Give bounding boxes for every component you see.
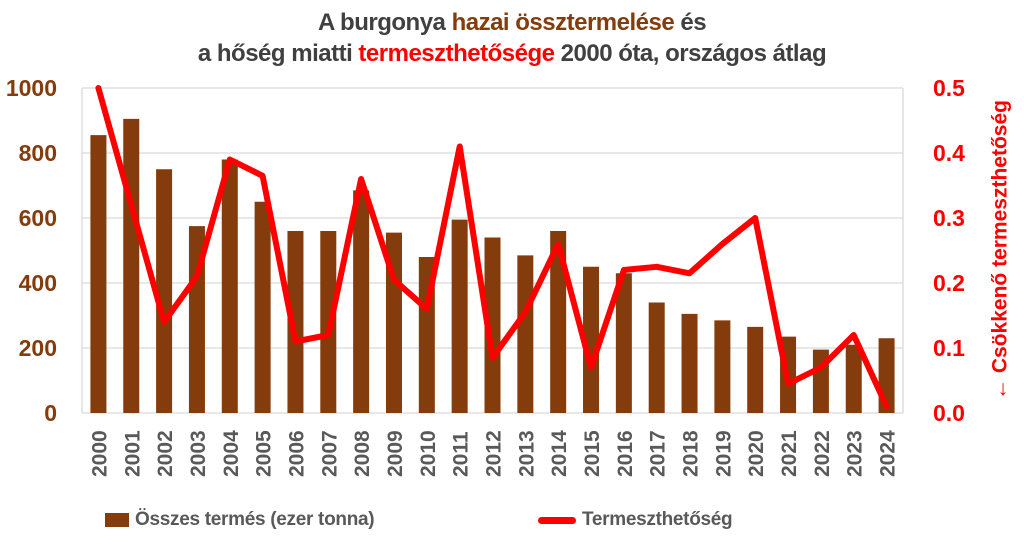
left-axis-tick-0: 0	[44, 400, 57, 426]
bar-2016	[615, 273, 632, 413]
x-axis-label-2007: 2007	[318, 430, 341, 477]
x-axis-label-2019: 2019	[712, 430, 735, 477]
x-axis-label-2017: 2017	[647, 430, 670, 477]
chart-title-line1: A burgonya hazai össztermelése és	[0, 7, 1024, 38]
x-axis-label-2021: 2021	[778, 430, 801, 477]
x-axis-label-2012: 2012	[483, 430, 506, 477]
chart-title-line2: a hőség miatti termeszthetősége 2000 óta…	[0, 38, 1024, 69]
bar-2020	[747, 326, 764, 413]
bar-2015	[583, 266, 600, 413]
right-axis-tick-0.2: 0.2	[933, 270, 965, 296]
right-axis-title: ← Csökkenő termeszthetőség	[989, 100, 1012, 400]
title-line2-post: 2000 óta, országos átlag	[554, 40, 827, 67]
x-axis-label-2001: 2001	[121, 430, 144, 477]
right-axis-tick-0.5: 0.5	[933, 75, 965, 101]
bar-2000	[90, 135, 107, 413]
x-axis-label-2009: 2009	[384, 430, 407, 477]
left-axis-tick-800: 800	[19, 140, 57, 166]
bar-2019	[714, 320, 731, 413]
bar-2011	[451, 219, 468, 413]
bar-2001	[123, 118, 140, 413]
x-axis-label-2010: 2010	[417, 430, 440, 477]
bar-2017	[648, 302, 665, 413]
title-line1-highlight: hazai össztermelése	[451, 9, 675, 36]
x-axis-label-2016: 2016	[614, 430, 637, 477]
legend-item-bars: Összes termés (ezer tonna)	[105, 505, 375, 535]
x-axis-label-2018: 2018	[680, 430, 703, 477]
legend-line-swatch-icon	[538, 516, 576, 524]
bar-2002	[156, 169, 173, 413]
x-axis-label-2002: 2002	[154, 430, 177, 477]
bar-2012	[484, 237, 501, 413]
title-line1-pre: A burgonya	[317, 9, 452, 36]
bar-2013	[517, 255, 534, 413]
bar-2014	[550, 231, 567, 413]
title-line2-highlight: termeszthetősége	[358, 40, 555, 67]
left-axis-tick-600: 600	[19, 205, 57, 231]
bar-2008	[353, 190, 370, 413]
right-axis-tick-0.0: 0.0	[933, 400, 965, 426]
x-axis-label-2013: 2013	[515, 430, 538, 477]
left-axis-tick-200: 200	[19, 335, 57, 361]
title-line1-post: és	[674, 9, 707, 36]
x-axis-label-2003: 2003	[187, 430, 210, 477]
right-axis-tick-0.1: 0.1	[933, 335, 965, 361]
x-axis-label-2005: 2005	[253, 430, 276, 477]
x-axis-label-2015: 2015	[581, 430, 604, 477]
legend-bar-label: Összes termés (ezer tonna)	[135, 509, 375, 530]
termeszthetoseg-line	[95, 85, 890, 410]
x-axis-label-2022: 2022	[811, 430, 834, 477]
x-axis-label-2014: 2014	[548, 430, 571, 477]
left-axis-tick-1000: 1000	[6, 75, 57, 101]
x-axis-label-2000: 2000	[88, 430, 111, 477]
x-axis-label-2024: 2024	[877, 430, 900, 477]
title-line2-pre: a hőség miatti	[197, 40, 359, 67]
bar-2004	[221, 159, 238, 413]
right-axis-tick-0.4: 0.4	[933, 140, 965, 166]
x-axis-label-2011: 2011	[450, 431, 473, 477]
x-axis-label-2023: 2023	[844, 430, 867, 477]
bar-2023	[845, 344, 862, 413]
left-axis-tick-400: 400	[19, 270, 57, 296]
chart-legend: Összes termés (ezer tonna) Termeszthetős…	[0, 505, 1024, 539]
x-axis-label-2006: 2006	[285, 430, 308, 477]
x-axis-label-2020: 2020	[745, 430, 768, 477]
legend-bar-swatch-icon	[105, 513, 129, 527]
legend-line-label: Termeszthetőség	[582, 509, 733, 530]
right-axis-tick-0.3: 0.3	[933, 205, 965, 231]
bar-2018	[681, 313, 698, 413]
bar-2005	[254, 201, 271, 413]
legend-item-line: Termeszthetőség	[538, 505, 733, 535]
x-axis-label-2008: 2008	[351, 430, 374, 477]
bar-2009	[385, 232, 402, 413]
bar-2006	[287, 231, 304, 413]
x-axis-label-2004: 2004	[220, 430, 243, 477]
chart-title: A burgonya hazai össztermelése és a hősé…	[0, 7, 1024, 69]
